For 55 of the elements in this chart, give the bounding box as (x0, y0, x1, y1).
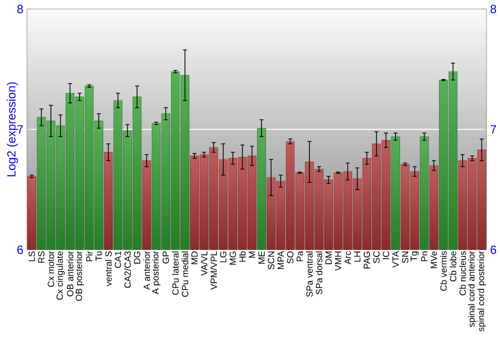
y-tick-label: 8 (17, 4, 23, 14)
x-tick-label: SPa ventral (306, 252, 313, 298)
x-tick-label: CA1 (114, 252, 122, 268)
x-tick-label: RS (38, 252, 45, 263)
x-tick-label: SN (402, 252, 408, 264)
x-tick-label: Tg (410, 252, 419, 262)
x-tick-label: Cb nucleus (459, 251, 466, 296)
x-tick-label: A anterior (143, 251, 150, 290)
x-tick-label: DM (325, 252, 332, 264)
x-tick-label: Pn (421, 252, 428, 262)
x-tick-label: spinal cord posterior (478, 251, 486, 332)
x-tick-label: VTA (392, 251, 399, 268)
x-tick-label: OB anterior (66, 251, 74, 296)
x-tick-label: Cx motor (48, 251, 54, 287)
x-tick-label: Hb (239, 252, 246, 262)
x-tick-label: CPu medial (182, 252, 188, 297)
y-tick-label: 7 (17, 125, 23, 134)
x-tick-label: PAG (364, 252, 370, 269)
x-tick-label: GP (162, 252, 169, 264)
x-tick-label: DG (134, 252, 140, 264)
x-tick-label: MD (191, 252, 198, 264)
x-tick-label: Pir (86, 251, 92, 262)
x-tick-label: A posterior (152, 251, 160, 294)
x-tick-label: VPM/VPL (210, 251, 217, 290)
x-tick-label: Cx cingulate (56, 252, 65, 300)
y2-tick-label: 7 (490, 125, 496, 134)
x-tick-label: LS (28, 252, 35, 262)
x-tick-label: Arc (344, 251, 351, 265)
x-tick-label: SCN (268, 252, 274, 270)
x-tick-label: LH (354, 252, 360, 262)
x-tick-label: VMH (335, 252, 342, 271)
x-tick-label: Tu (96, 252, 102, 262)
x-tick-label: OB posterior (75, 251, 84, 301)
x-tick-label: SC (373, 251, 380, 264)
x-tick-label: ME (258, 252, 265, 264)
x-tick-label: Pa (296, 251, 303, 262)
x-tick-label: CA2/CA3 (124, 252, 131, 288)
x-tick-label: CPu lateral (172, 252, 179, 295)
x-tick-label: LG (220, 252, 226, 262)
y-tick-label: 6 (17, 246, 23, 254)
y-axis-title: Log2 (expression) (6, 82, 18, 176)
y2-tick-label: 6 (490, 246, 496, 254)
x-tick-label: MVe (430, 252, 437, 268)
x-tick-label: VA/VL (200, 251, 208, 276)
x-tick-label: Cb lobe (450, 252, 456, 282)
x-tick-label: IC (382, 251, 390, 260)
x-tick-label: SPa dorsal (316, 252, 322, 295)
x-tick-label: M (248, 252, 256, 258)
x-tick-label: ventral S (105, 252, 112, 286)
x-tick-label: MG (230, 252, 236, 265)
x-tick-label: MPA (278, 251, 284, 270)
x-tick-label: Cb vermis (440, 251, 447, 291)
x-tick-label: spinal cord anterior (468, 251, 476, 328)
y2-tick-label: 8 (490, 4, 496, 14)
x-tick-label: SO (287, 252, 294, 264)
